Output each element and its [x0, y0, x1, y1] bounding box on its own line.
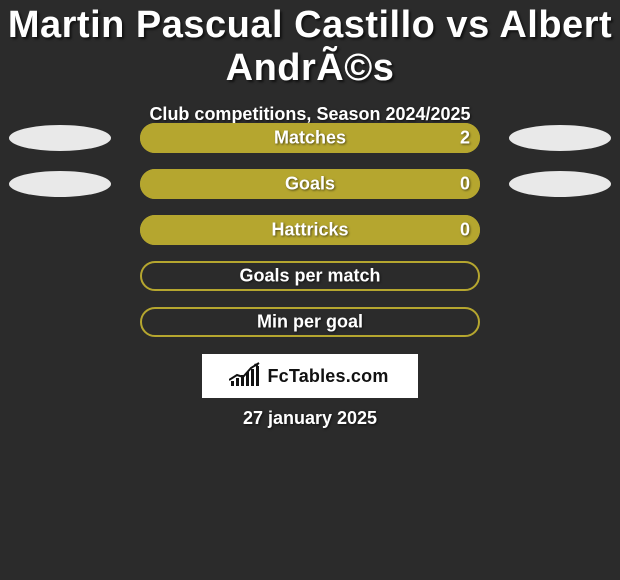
stats-rows: Matches 2 Goals 0 Hattricks 0	[0, 123, 620, 353]
subtitle: Club competitions, Season 2024/2025	[0, 104, 620, 125]
logo-text-label: FcTables.com	[267, 366, 388, 387]
stat-label: Goals per match	[140, 266, 480, 287]
stat-row: Hattricks 0	[0, 215, 620, 245]
fctables-logo: FcTables.com	[231, 366, 388, 387]
stat-bar-border	[140, 307, 480, 337]
stat-bar-fill	[140, 215, 480, 245]
left-photo-placeholder	[9, 171, 111, 197]
stat-bar-border	[140, 261, 480, 291]
fctables-logo-link[interactable]: FcTables.com	[202, 354, 418, 398]
page-title: Martin Pascual Castillo vs Albert AndrÃ©…	[0, 0, 620, 90]
generated-date: 27 january 2025	[0, 408, 620, 429]
stat-row: Goals 0	[0, 169, 620, 199]
stat-bar: Min per goal	[140, 307, 480, 337]
stat-bar: Goals per match	[140, 261, 480, 291]
stat-bar: Goals 0	[140, 169, 480, 199]
stat-bar: Hattricks 0	[140, 215, 480, 245]
stat-bar-fill	[140, 123, 480, 153]
right-photo-placeholder	[509, 125, 611, 151]
left-photo-placeholder	[9, 125, 111, 151]
stat-bar-fill	[140, 169, 480, 199]
bar-chart-icon	[231, 366, 261, 386]
right-photo-placeholder	[509, 171, 611, 197]
stat-bar: Matches 2	[140, 123, 480, 153]
stat-row: Matches 2	[0, 123, 620, 153]
stat-label: Min per goal	[140, 312, 480, 333]
stat-row: Min per goal	[0, 307, 620, 337]
stat-row: Goals per match	[0, 261, 620, 291]
comparison-card: Martin Pascual Castillo vs Albert AndrÃ©…	[0, 0, 620, 580]
